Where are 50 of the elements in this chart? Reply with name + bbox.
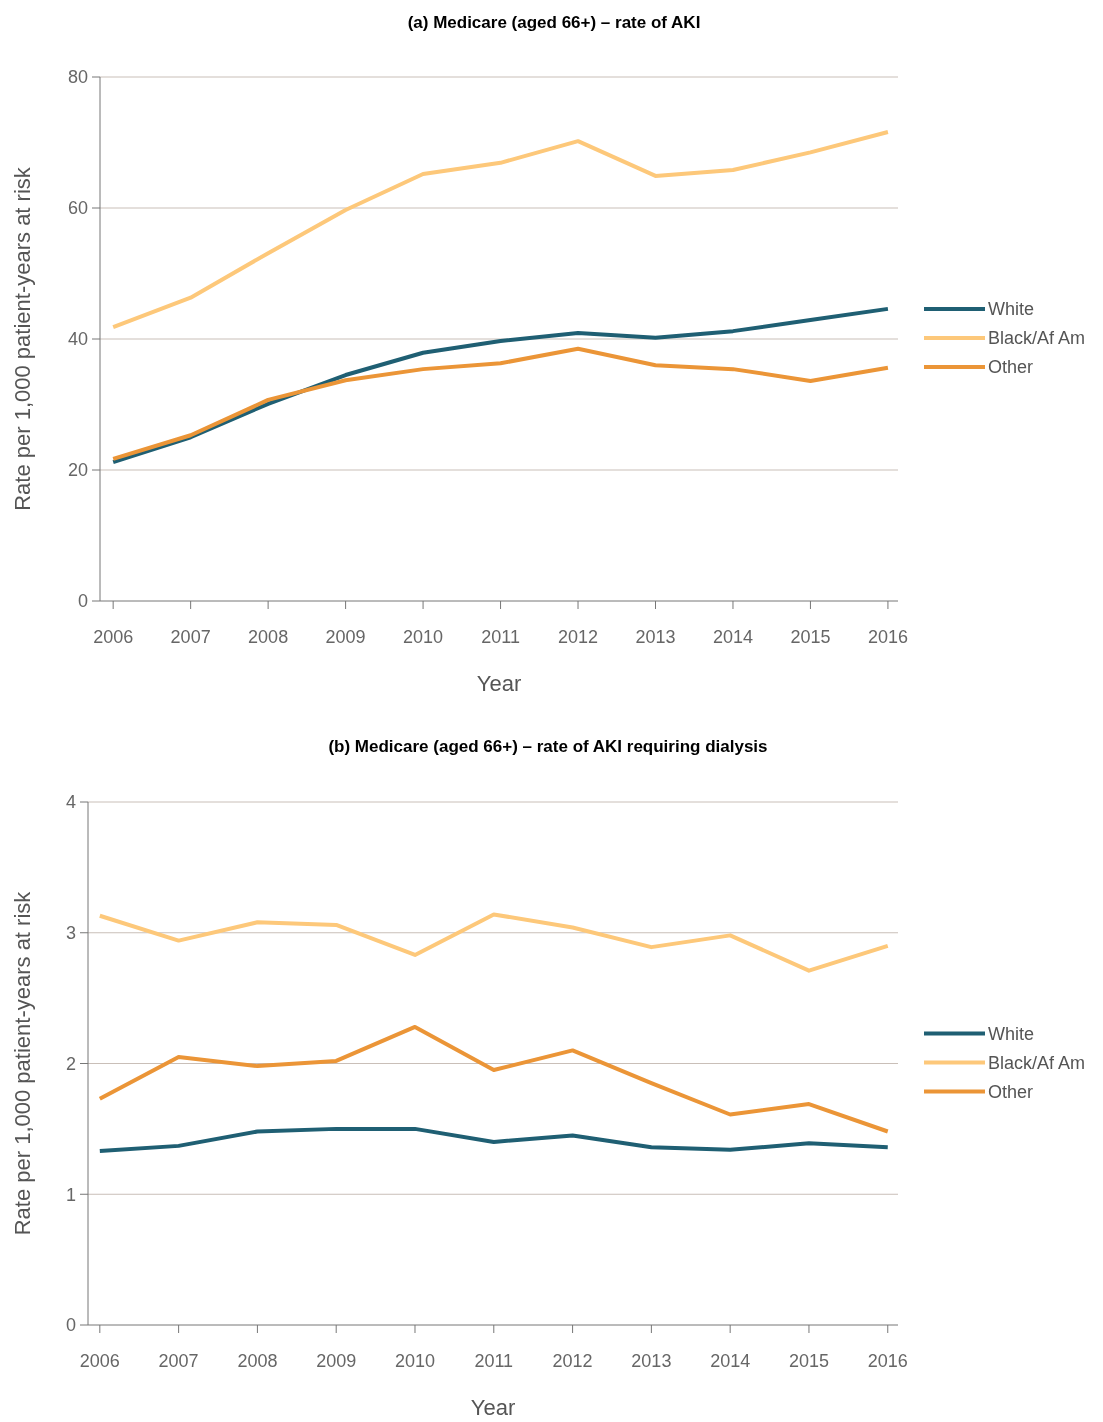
x-tick-label: 2006 [79, 1351, 120, 1371]
line-series [97, 1126, 890, 1154]
y-tick-label: 80 [67, 67, 88, 88]
legend-label: Other [988, 1081, 1034, 1102]
x-tick-label: 2010 [403, 627, 444, 647]
x-tick-label: 2012 [558, 627, 599, 647]
x-tick-label: 2011 [481, 627, 520, 647]
x-tick-label: 2014 [712, 627, 753, 647]
line-series [111, 130, 890, 330]
legend-label: White [988, 1023, 1035, 1044]
line-series [97, 912, 890, 973]
y-tick-label: 2 [65, 1053, 76, 1074]
x-tick-label: 2016 [867, 627, 908, 647]
x-tick-label: 2015 [788, 1351, 829, 1371]
x-tick-label: 2007 [170, 627, 211, 647]
y-tick-label: 1 [65, 1184, 76, 1205]
y-tick-label: 40 [67, 329, 88, 350]
x-tick-label: 2009 [316, 1351, 357, 1371]
y-tick-label: 20 [67, 460, 88, 481]
y-tick-label: 4 [65, 792, 76, 813]
legend-label: Other [988, 357, 1034, 378]
x-tick-label: 2013 [631, 1351, 672, 1371]
x-tick-label: 2011 [474, 1351, 514, 1371]
y-tick-label: 3 [65, 923, 76, 944]
x-tick-label: 2009 [325, 627, 366, 647]
x-tick-label: 2006 [93, 627, 134, 647]
x-tick-label: 2013 [635, 627, 676, 647]
line-series [97, 1024, 890, 1134]
y-axis-title: Rate per 1,000 patient-years at risk [10, 890, 35, 1236]
x-tick-label: 2010 [394, 1351, 436, 1371]
chart-title: (a) Medicare (aged 66+) – rate of AKI [407, 13, 701, 32]
line-series [111, 306, 890, 465]
line-series [111, 346, 890, 461]
legend-label: White [988, 299, 1035, 320]
x-tick-label: 2007 [158, 1351, 199, 1371]
x-tick-label: 2016 [867, 1351, 908, 1371]
x-tick-label: 2008 [237, 1351, 278, 1371]
x-axis-title: Year [476, 671, 522, 696]
x-tick-label: 2012 [552, 1351, 593, 1371]
legend-label: Black/Af Am [988, 1052, 1086, 1073]
y-tick-label: 0 [77, 591, 88, 612]
x-tick-label: 2014 [710, 1351, 751, 1371]
y-tick-label: 0 [65, 1315, 76, 1336]
legend-label: Black/Af Am [988, 328, 1086, 349]
x-tick-label: 2015 [790, 627, 831, 647]
x-tick-label: 2008 [248, 627, 289, 647]
x-axis-title: Year [470, 1395, 516, 1420]
y-tick-label: 60 [67, 198, 88, 219]
chart-title: (b) Medicare (aged 66+) – rate of AKI requiring dialysis [328, 737, 768, 756]
y-axis-title: Rate per 1,000 patient-years at risk [10, 166, 35, 511]
